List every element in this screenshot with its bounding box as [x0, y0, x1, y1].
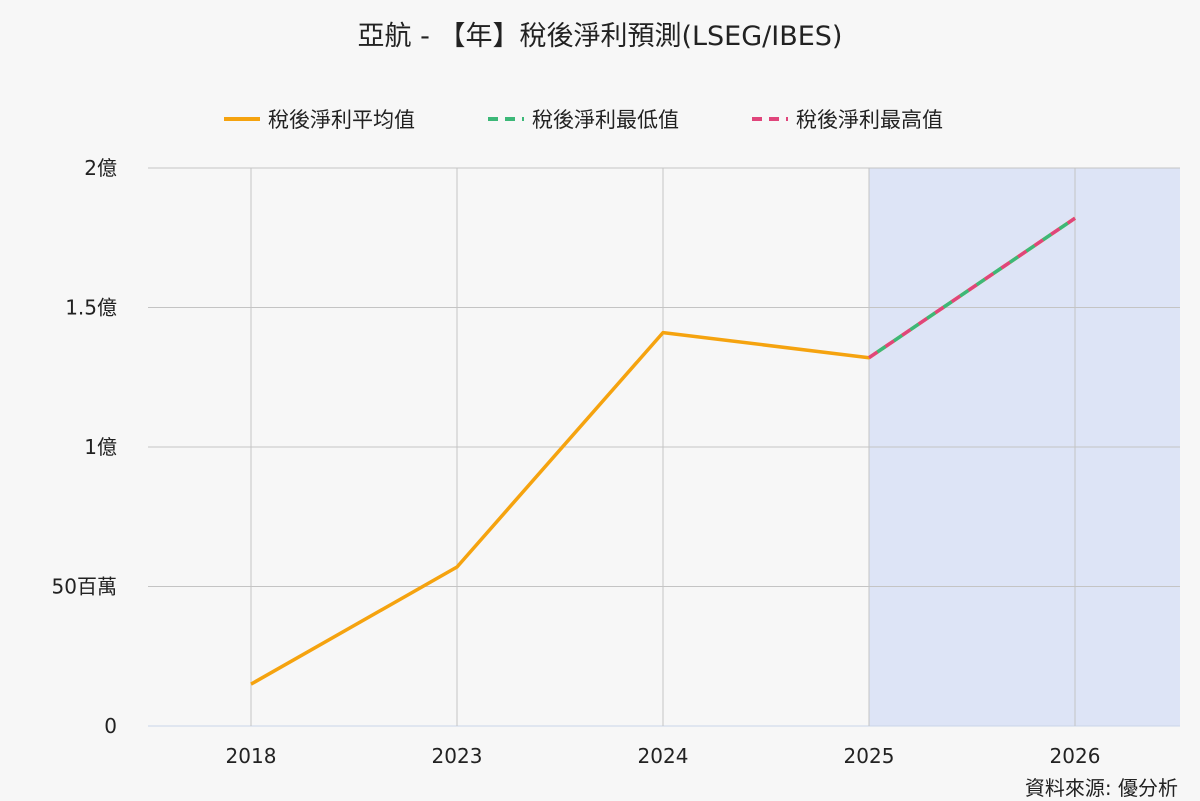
x-tick-label: 2025: [844, 744, 895, 768]
legend-label-average: 稅後淨利平均值: [268, 108, 415, 132]
legend-swatch-maximum: [752, 117, 788, 121]
x-tick-label: 2024: [638, 744, 689, 768]
legend-swatch-average: [224, 117, 260, 121]
chart-title: 亞航 - 【年】稅後淨利預測(LSEG/IBES): [357, 21, 843, 52]
legend: 稅後淨利平均值 稅後淨利最低值 稅後淨利最高值: [0, 104, 1200, 134]
x-tick-label: 2023: [432, 744, 483, 768]
legend-label-maximum: 稅後淨利最高值: [796, 108, 943, 132]
legend-item-maximum[interactable]: 稅後淨利最高值: [752, 104, 943, 134]
y-tick-label: 1.5億: [65, 296, 117, 320]
legend-swatch-minimum: [488, 117, 524, 121]
y-tick-label: 2億: [84, 156, 117, 180]
legend-label-minimum: 稅後淨利最低值: [532, 108, 679, 132]
legend-item-average[interactable]: 稅後淨利平均值: [224, 104, 415, 134]
y-tick-label: 50百萬: [52, 575, 117, 599]
legend-item-minimum[interactable]: 稅後淨利最低值: [488, 104, 679, 134]
x-tick-label: 2018: [226, 744, 277, 768]
y-tick-label: 0: [104, 714, 117, 738]
series-line-maximum: [868, 216, 1076, 360]
x-tick-label: 2026: [1050, 744, 1101, 768]
source-note: 資料來源: 優分析: [1024, 776, 1178, 800]
y-tick-label: 1億: [84, 435, 117, 459]
